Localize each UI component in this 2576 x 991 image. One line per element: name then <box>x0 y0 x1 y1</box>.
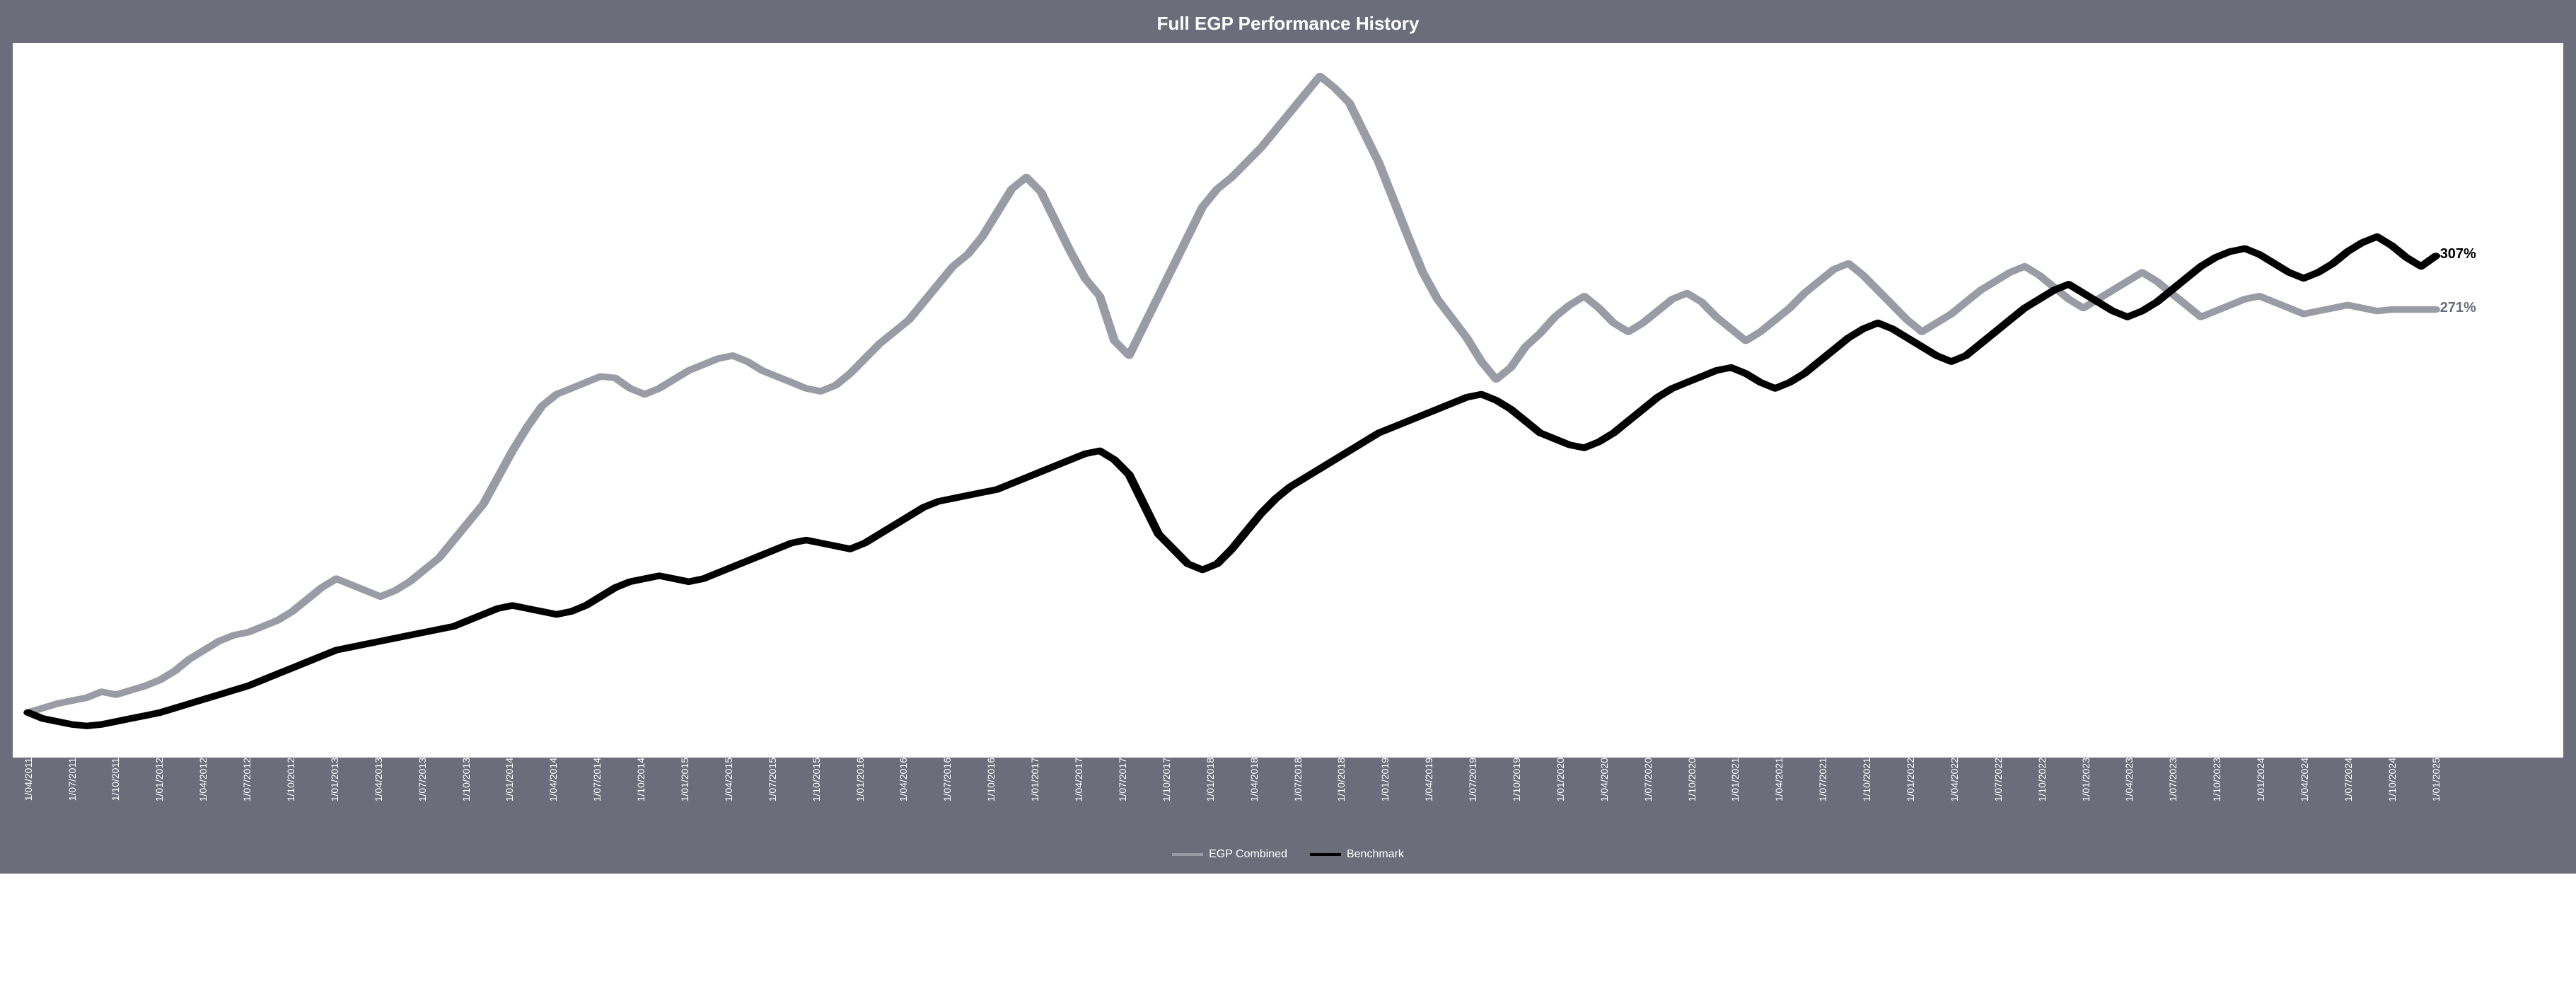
legend: EGP Combined Benchmark <box>13 847 2563 861</box>
x-tick-label: 1/01/2013 <box>329 758 340 801</box>
x-tick-label: 1/01/2024 <box>2255 758 2266 801</box>
x-tick-label: 1/07/2021 <box>1817 758 1828 801</box>
x-tick-label: 1/01/2020 <box>1555 758 1566 801</box>
legend-swatch <box>1172 853 1203 856</box>
x-tick-label: 1/10/2017 <box>1161 758 1172 801</box>
series-line-benchmark <box>28 237 2436 726</box>
x-tick-label: 1/01/2014 <box>504 758 515 801</box>
chart-title: Full EGP Performance History <box>13 13 2563 35</box>
x-tick-label: 1/07/2024 <box>2343 758 2354 801</box>
x-tick-label: 1/01/2017 <box>1029 758 1040 801</box>
x-tick-label: 1/10/2023 <box>2211 758 2222 801</box>
x-tick-label: 1/10/2011 <box>110 758 121 801</box>
x-tick-label: 1/04/2017 <box>1073 758 1084 801</box>
x-tick-label: 1/07/2022 <box>1992 758 2004 801</box>
series-end-label-benchmark: 307% <box>2440 246 2476 262</box>
x-tick-label: 1/04/2018 <box>1248 758 1260 801</box>
legend-item-egp-combined: EGP Combined <box>1172 848 1287 861</box>
x-tick-label: 1/07/2020 <box>1642 758 1654 801</box>
line-chart-svg <box>13 43 2563 758</box>
legend-item-benchmark: Benchmark <box>1310 848 1404 861</box>
chart-container: Full EGP Performance History 271% 307% 1/… <box>0 0 2576 874</box>
x-tick-label: 1/04/2023 <box>2123 758 2135 801</box>
x-tick-label: 1/07/2018 <box>1292 758 1304 801</box>
x-tick-label: 1/10/2019 <box>1511 758 1522 801</box>
x-tick-label: 1/10/2024 <box>2386 758 2398 801</box>
x-tick-label: 1/04/2011 <box>23 758 34 801</box>
x-tick-label: 1/04/2021 <box>1773 758 1785 801</box>
series-end-label-egp-combined: 271% <box>2440 300 2476 316</box>
x-tick-label: 1/07/2015 <box>767 758 778 801</box>
x-tick-label: 1/10/2018 <box>1335 758 1347 801</box>
legend-label: Benchmark <box>1347 848 1404 861</box>
x-tick-label: 1/04/2024 <box>2299 758 2310 801</box>
x-tick-label: 1/01/2021 <box>1729 758 1741 801</box>
x-tick-label: 1/04/2022 <box>1949 758 1960 801</box>
x-tick-label: 1/04/2019 <box>1423 758 1434 801</box>
x-tick-label: 1/04/2016 <box>898 758 909 801</box>
x-tick-label: 1/01/2016 <box>854 758 866 801</box>
x-tick-label: 1/07/2023 <box>2167 758 2178 801</box>
x-tick-label: 1/04/2013 <box>373 758 384 801</box>
x-tick-label: 1/10/2022 <box>2036 758 2048 801</box>
x-tick-label: 1/10/2015 <box>811 758 822 801</box>
x-tick-label: 1/07/2016 <box>941 758 953 801</box>
x-tick-label: 1/01/2022 <box>1905 758 1916 801</box>
series-line-egp-combined <box>28 76 2436 712</box>
x-tick-label: 1/07/2013 <box>417 758 428 801</box>
x-tick-label: 1/07/2017 <box>1117 758 1128 801</box>
legend-label: EGP Combined <box>1209 848 1287 861</box>
x-tick-label: 1/07/2019 <box>1467 758 1478 801</box>
x-tick-label: 1/10/2021 <box>1861 758 1872 801</box>
x-tick-label: 1/04/2012 <box>197 758 209 801</box>
x-tick-label: 1/04/2020 <box>1599 758 1610 801</box>
x-tick-label: 1/01/2018 <box>1205 758 1216 801</box>
x-tick-label: 1/10/2012 <box>285 758 296 801</box>
x-tick-label: 1/07/2011 <box>66 758 78 801</box>
legend-swatch <box>1310 853 1341 856</box>
x-tick-label: 1/01/2023 <box>2080 758 2091 801</box>
x-tick-label: 1/10/2013 <box>460 758 472 801</box>
x-axis: 1/04/2011 1/07/2011 1/10/2011 1/01/2012 1/04… <box>13 758 2563 842</box>
plot-wrap: 271% 307% <box>13 43 2563 758</box>
x-tick-label: 1/10/2020 <box>1686 758 1698 801</box>
x-tick-label: 1/01/2025 <box>2430 758 2442 801</box>
x-tick-label: 1/01/2015 <box>679 758 690 801</box>
x-tick-label: 1/10/2014 <box>635 758 646 801</box>
x-tick-label: 1/01/2019 <box>1379 758 1391 801</box>
x-tick-label: 1/04/2015 <box>723 758 734 801</box>
x-tick-label: 1/10/2016 <box>985 758 997 801</box>
x-tick-label: 1/07/2014 <box>591 758 603 801</box>
x-tick-label: 1/07/2012 <box>241 758 253 801</box>
x-tick-label: 1/01/2012 <box>153 758 165 801</box>
x-tick-label: 1/04/2014 <box>547 758 559 801</box>
